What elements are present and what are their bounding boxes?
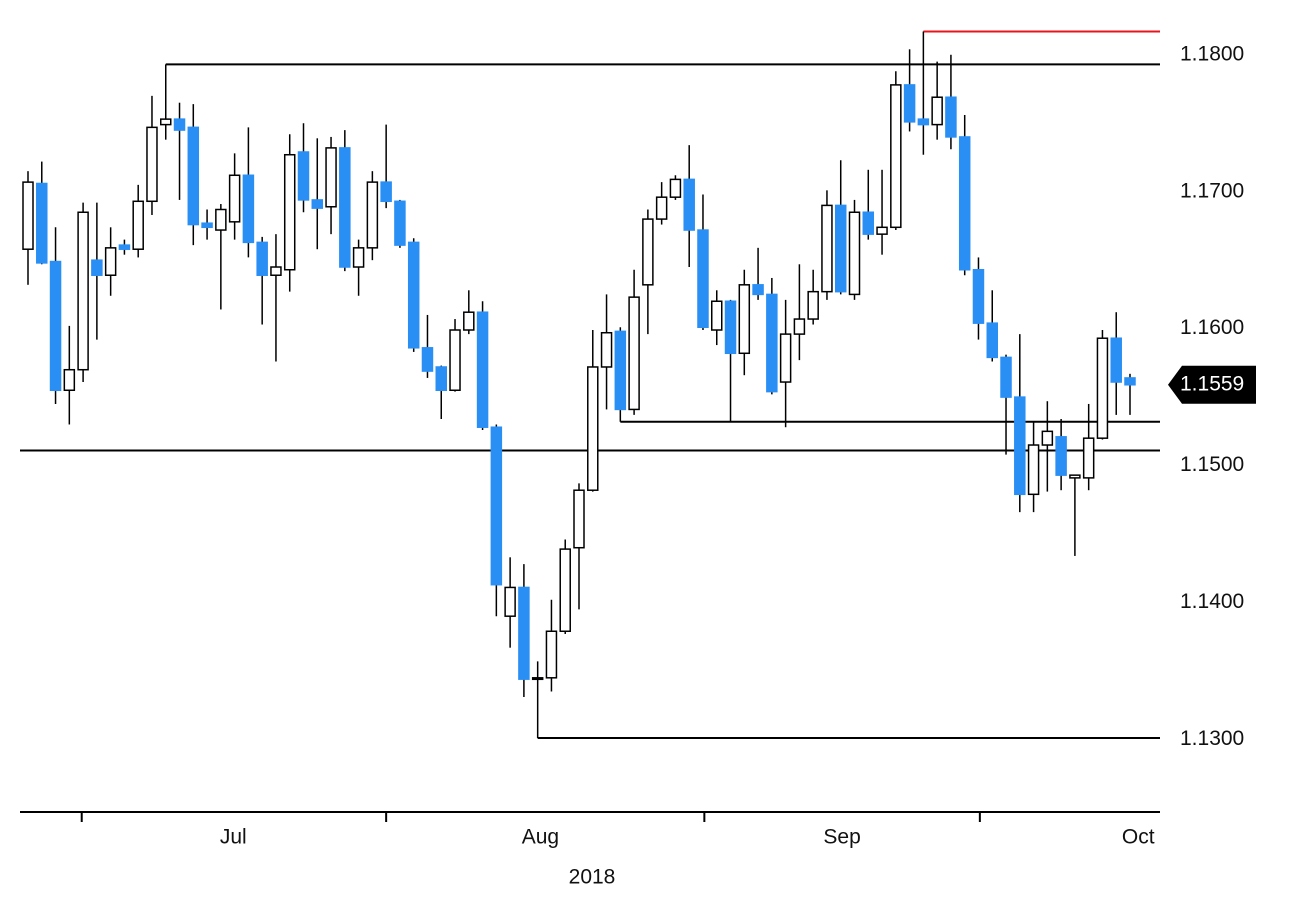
candle-body xyxy=(380,181,392,203)
candle-body xyxy=(807,290,819,320)
candle-body xyxy=(945,96,957,138)
candle-body xyxy=(242,174,255,244)
candle-body xyxy=(1110,337,1122,383)
candle-body xyxy=(972,269,985,324)
candle-body xyxy=(325,147,337,208)
candle-body xyxy=(352,247,365,268)
candle-body xyxy=(1082,437,1095,479)
y-tick-label: 1.1400 xyxy=(1180,590,1244,613)
candle-body xyxy=(738,284,751,355)
candle-body xyxy=(91,259,103,276)
candle-body xyxy=(1000,356,1012,398)
candle-body xyxy=(931,96,943,126)
candle-body xyxy=(573,489,585,549)
candle-body xyxy=(407,241,420,349)
y-tick-label: 1.1300 xyxy=(1180,727,1244,750)
y-tick-label: 1.1700 xyxy=(1180,179,1244,202)
x-axis-title: 2018 xyxy=(569,866,616,889)
candle-body xyxy=(311,199,324,209)
candle-body xyxy=(531,677,544,681)
candle-body xyxy=(421,347,434,372)
candle-body xyxy=(890,84,902,229)
candle-body xyxy=(766,293,778,393)
candle-body xyxy=(463,311,475,331)
candle-body xyxy=(283,153,296,271)
candle-body xyxy=(655,196,668,220)
candle-body xyxy=(724,300,737,355)
y-tick-label: 1.1600 xyxy=(1180,316,1244,339)
candle-body xyxy=(876,226,888,235)
candle-body xyxy=(779,333,792,383)
x-tick-label: Jul xyxy=(220,826,247,849)
candle-body xyxy=(1027,444,1040,496)
candle-body xyxy=(36,182,48,264)
candle-body xyxy=(132,200,144,250)
candle-body xyxy=(1055,436,1067,476)
candle-body xyxy=(614,330,627,411)
last-value-tag xyxy=(1168,365,1256,404)
candle-body xyxy=(1041,430,1054,446)
candle-body xyxy=(228,174,241,223)
candle-body xyxy=(118,244,131,250)
candle-body xyxy=(752,284,764,296)
candle-body xyxy=(559,548,571,633)
last-value-label: 1.1559 xyxy=(1180,372,1244,395)
candle-body xyxy=(201,222,213,229)
x-tick-label: Oct xyxy=(1122,826,1155,849)
candle-body xyxy=(215,208,227,231)
candle-body xyxy=(22,181,34,250)
candle-body xyxy=(173,118,186,131)
candle-body xyxy=(1014,396,1026,496)
candle-body xyxy=(545,630,558,679)
candle-body xyxy=(917,118,930,126)
candle-body xyxy=(256,241,268,276)
y-tick-label: 1.1500 xyxy=(1180,453,1244,476)
candle-body xyxy=(504,586,516,617)
candle-body xyxy=(821,204,833,293)
candle-body xyxy=(490,426,503,586)
x-tick-label: Aug xyxy=(522,826,559,849)
candle-body xyxy=(339,147,351,268)
candle-body xyxy=(711,300,723,331)
y-tick-label: 1.1800 xyxy=(1180,42,1244,65)
candle-body xyxy=(986,322,998,359)
candle-body xyxy=(848,211,861,296)
candle-body xyxy=(77,211,89,371)
candle-body xyxy=(146,126,158,203)
candle-body xyxy=(862,211,875,235)
candle-body xyxy=(903,84,916,123)
candle-body xyxy=(587,366,599,491)
candle-body xyxy=(160,118,172,126)
candle-body xyxy=(642,218,654,286)
candle-body xyxy=(270,266,282,276)
candle-body xyxy=(187,126,200,226)
candle-body xyxy=(958,136,971,271)
candle-body xyxy=(104,247,117,276)
candle-body xyxy=(297,151,310,201)
candle-body xyxy=(683,178,695,231)
candle-body xyxy=(63,368,76,392)
candle-body xyxy=(49,260,62,392)
candle-body xyxy=(476,311,489,428)
candle-body xyxy=(1096,337,1109,439)
candle-body xyxy=(518,586,530,680)
candle-body xyxy=(1069,474,1081,479)
candle-body xyxy=(435,366,447,392)
candle-body xyxy=(449,329,461,392)
candle-body xyxy=(394,200,406,246)
candle-body xyxy=(600,331,613,368)
candle-body xyxy=(1124,377,1136,386)
candle-body xyxy=(669,178,682,198)
candle-body xyxy=(834,204,847,293)
candle-body xyxy=(628,296,640,411)
x-tick-label: Sep xyxy=(823,826,860,849)
candle-body xyxy=(697,229,709,329)
candle-body xyxy=(793,318,806,335)
candle-body xyxy=(366,181,379,249)
